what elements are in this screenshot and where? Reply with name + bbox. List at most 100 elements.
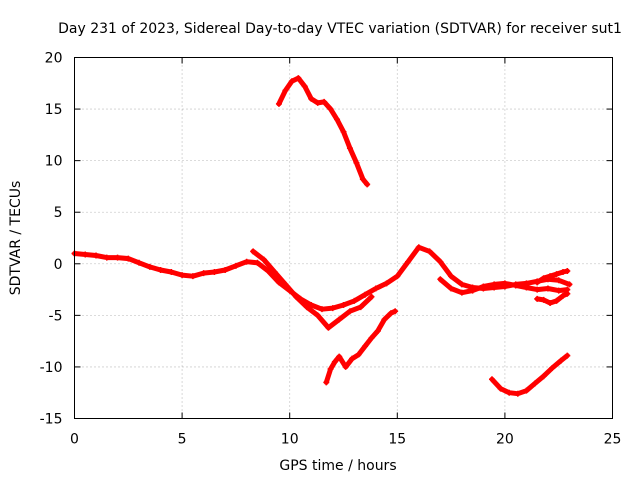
data-point <box>557 357 564 364</box>
data-point <box>250 248 257 255</box>
data-point <box>301 83 308 90</box>
data-point <box>448 273 455 280</box>
data-point <box>211 269 218 276</box>
data-point <box>168 269 175 276</box>
data-point <box>555 287 562 294</box>
data-point <box>314 99 321 106</box>
data-point <box>469 287 476 294</box>
data-point <box>222 266 229 273</box>
data-point <box>512 282 519 289</box>
data-point <box>357 304 364 311</box>
y-tick-label: 5 <box>54 205 63 221</box>
data-point <box>265 268 272 275</box>
data-point <box>540 275 547 282</box>
data-point <box>295 75 302 82</box>
series-track-b <box>250 248 375 331</box>
data-point <box>146 263 153 270</box>
data-point <box>179 272 186 279</box>
x-tick-label: 10 <box>281 432 299 448</box>
x-tick-label: 0 <box>70 432 79 448</box>
data-point <box>547 299 554 306</box>
data-point <box>82 251 89 258</box>
data-point <box>458 281 465 288</box>
data-point <box>514 390 521 397</box>
data-point <box>387 310 394 317</box>
data-point <box>125 255 132 262</box>
data-point <box>314 312 321 319</box>
data-point <box>271 269 278 276</box>
y-tick-label: -10 <box>40 360 63 376</box>
data-point <box>540 373 547 380</box>
data-point <box>437 276 444 283</box>
data-point <box>553 271 560 278</box>
data-point <box>340 302 347 309</box>
data-point <box>534 295 541 302</box>
data-point <box>532 380 539 387</box>
data-point <box>564 286 571 293</box>
chart-title: Day 231 of 2023, Sidereal Day-to-day VTE… <box>58 21 622 37</box>
data-point <box>480 283 487 290</box>
data-point <box>544 285 551 292</box>
data-point <box>189 273 196 280</box>
data-point <box>560 269 567 276</box>
data-point <box>260 256 267 263</box>
data-point <box>437 258 444 265</box>
data-point <box>329 305 336 312</box>
y-axis-label: SDTVAR / TECUs <box>8 181 24 296</box>
data-point <box>383 280 390 287</box>
data-point <box>282 87 289 94</box>
data-point <box>327 106 334 113</box>
data-point <box>368 293 375 300</box>
data-point <box>349 355 356 362</box>
data-point <box>547 273 554 280</box>
series-trace <box>276 75 370 187</box>
x-tick-label: 5 <box>178 432 187 448</box>
data-point <box>331 358 338 365</box>
data-point <box>394 273 401 280</box>
data-point <box>392 308 399 315</box>
x-tick-label: 25 <box>604 432 622 448</box>
series-track-c <box>275 75 371 188</box>
data-point <box>336 353 343 360</box>
data-point <box>93 252 100 259</box>
axis-ticks: 0 5 10 15 20 25 -15 -10 -5 0 5 10 15 20 <box>40 51 622 448</box>
data-point <box>323 379 330 386</box>
data-point <box>308 95 315 102</box>
data-point <box>340 128 347 135</box>
data-point <box>362 343 369 350</box>
data-point <box>288 78 295 85</box>
data-point <box>293 293 300 300</box>
data-point <box>282 281 289 288</box>
x-tick-label: 15 <box>388 432 406 448</box>
data-point <box>103 254 110 261</box>
data-point <box>566 281 573 288</box>
data-point <box>534 279 541 286</box>
series-track-f <box>534 290 571 306</box>
data-point <box>368 335 375 342</box>
data-point <box>254 259 261 266</box>
data-point <box>200 270 207 277</box>
data-point <box>327 365 334 372</box>
data-point <box>351 297 358 304</box>
y-tick-label: -15 <box>40 412 63 428</box>
data-point <box>488 376 495 383</box>
data-point <box>308 302 315 309</box>
data-point <box>136 259 143 266</box>
data-point <box>334 116 341 123</box>
data-point <box>553 297 560 304</box>
series-track-a <box>71 244 573 313</box>
data-point <box>318 306 325 313</box>
series-trace <box>250 248 374 331</box>
data-point <box>374 327 381 334</box>
data-point <box>564 268 571 275</box>
data-point <box>355 351 362 358</box>
data-point <box>362 291 369 298</box>
data-point <box>549 364 556 371</box>
data-point <box>364 181 371 188</box>
data-point <box>243 258 250 265</box>
data-point <box>426 248 433 255</box>
y-tick-label: -5 <box>49 308 63 324</box>
data-point <box>405 258 412 265</box>
data-point <box>497 385 504 392</box>
